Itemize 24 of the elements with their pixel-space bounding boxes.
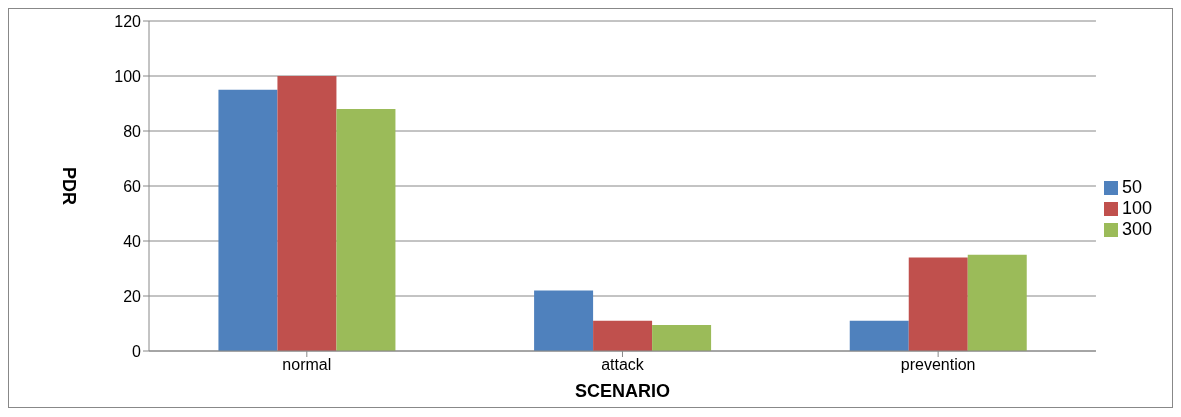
y-tick-label: 100 [114,67,142,85]
y-tick-label: 120 [114,12,142,30]
x-axis-title: SCENARIO [574,381,670,401]
bar [277,76,337,351]
y-tick-label: 0 [132,342,142,360]
legend-label: 50 [1121,176,1142,197]
legend-label: 100 [1121,197,1152,218]
y-axis-title: PDR [58,166,79,206]
y-tick-label: 40 [123,232,142,250]
x-tick-label: normal [282,356,332,374]
bar [218,89,278,351]
bar [534,290,594,351]
bar [652,324,712,351]
bar [849,320,909,351]
y-tick-label: 20 [123,287,142,305]
x-tick-label: attack [601,356,645,374]
y-tick-label: 80 [123,122,142,140]
bar [908,257,968,351]
bar [593,320,653,351]
x-tick-label: prevention [900,356,976,374]
y-tick-label: 60 [123,177,142,195]
bar [336,109,396,351]
legend-label: 300 [1121,218,1152,239]
bar [967,254,1027,351]
